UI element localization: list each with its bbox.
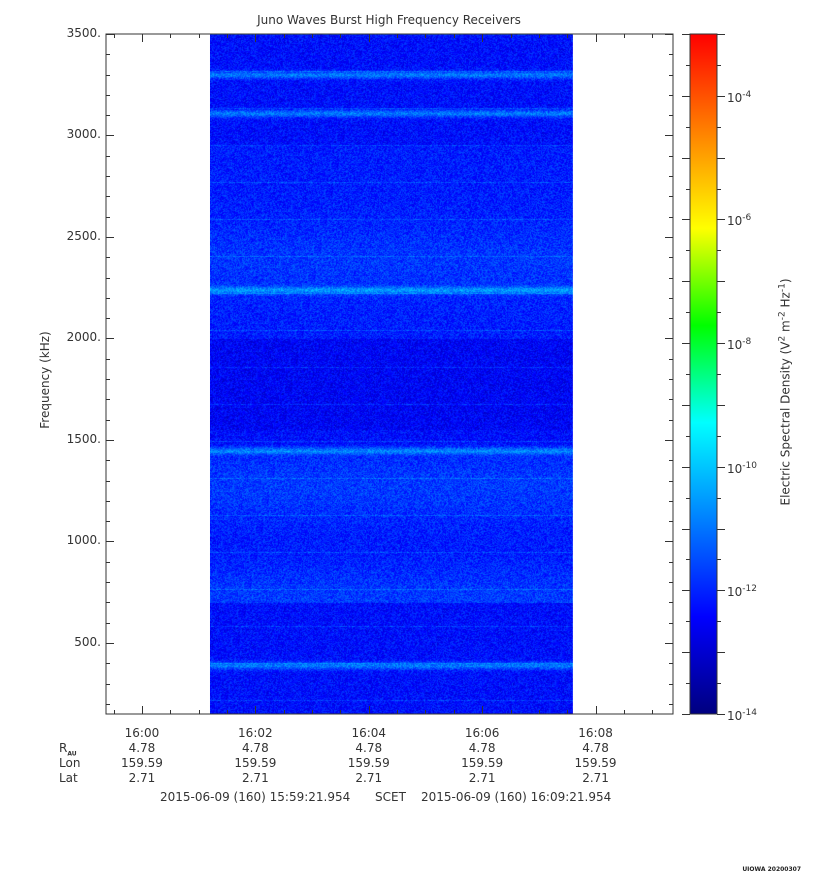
watermark-stamp: UIOWA 20200307	[742, 866, 801, 873]
plot-frame	[105, 33, 674, 715]
ephemeris-value: 4.78	[355, 741, 383, 755]
x-tick-label: 16:04	[351, 726, 387, 740]
y-tick-label: 1000.	[66, 533, 101, 548]
x-tick-label: 16:00	[124, 726, 160, 740]
colorbar-ticks	[682, 34, 725, 715]
colorbar-tick-label: 10-10	[727, 460, 757, 476]
x-tick-label: 16:06	[464, 726, 500, 740]
ephemeris-value: 2.71	[582, 771, 609, 785]
ephemeris-value: 4.78	[582, 741, 609, 755]
ephemeris-value: 159.59	[574, 756, 617, 770]
x-tick-label: 16:08	[578, 726, 613, 740]
ephemeris-row-label-lon: Lon	[59, 756, 81, 770]
ephemeris-value: 159.59	[120, 756, 163, 770]
ephemeris-row-label-lat: Lat	[59, 771, 78, 785]
y-tick-label: 2000.	[66, 330, 101, 345]
ephemeris-value: 2.71	[468, 771, 496, 785]
ephemeris-value: 159.59	[347, 756, 390, 770]
y-tick-label: 3000.	[66, 127, 101, 142]
ephemeris-value: 4.78	[241, 741, 269, 755]
colorbar-label: Electric Spectral Density (V2 m-2 Hz-1)	[778, 278, 793, 505]
ephemeris-value: 159.59	[234, 756, 277, 770]
colorbar-label-sup: -2	[777, 311, 788, 321]
y-tick-label: 2500.	[66, 228, 101, 243]
ephemeris-value: 2.71	[128, 771, 156, 785]
colorbar-tick-label: 10-12	[727, 584, 757, 600]
colorbar-tick-label: 10-6	[727, 213, 752, 229]
colorbar-label-text: m	[778, 320, 793, 336]
y-tick-label: 3500.	[66, 26, 101, 40]
colorbar-label-text: Hz	[778, 292, 793, 312]
y-axis-label: Frequency (kHz)	[38, 331, 52, 429]
range-end-text: 2015-06-09 (160) 16:09:21.954	[421, 790, 612, 804]
colorbar	[689, 33, 718, 715]
ephemeris-value: 2.71	[241, 771, 269, 785]
y-tick-label: 500.	[74, 634, 101, 649]
x-axis-ticks	[114, 34, 653, 714]
colorbar-label-sup: -1	[777, 283, 788, 293]
r-label: R	[59, 741, 68, 755]
r-label-sub: AU	[67, 750, 77, 758]
colorbar-label-text: Electric Spectral Density (V	[778, 341, 793, 506]
y-tick-label: 1500.	[66, 431, 101, 446]
colorbar-label-text: )	[778, 278, 793, 284]
range-scet-text: SCET	[375, 790, 406, 804]
range-start-text: 2015-06-09 (160) 15:59:21.954	[160, 790, 351, 804]
x-tick-label: 16:02	[238, 726, 273, 740]
spectrogram-image	[209, 34, 573, 714]
ephemeris-value: 4.78	[128, 741, 156, 755]
ephemeris-value: 4.78	[468, 741, 496, 755]
ephemeris-value: 159.59	[461, 756, 504, 770]
colorbar-tick-label: 10-4	[727, 89, 752, 105]
colorbar-tick-label: 10-14	[727, 708, 757, 723]
y-axis-ticks	[106, 34, 673, 705]
chart-title: Juno Waves Burst High Frequency Receiver…	[257, 13, 521, 27]
colorbar-label-sup: 2	[777, 335, 788, 342]
ephemeris-value: 2.71	[355, 771, 383, 785]
ephemeris-row-label-r: RAU	[59, 741, 77, 757]
colorbar-tick-label: 10-8	[727, 337, 752, 353]
